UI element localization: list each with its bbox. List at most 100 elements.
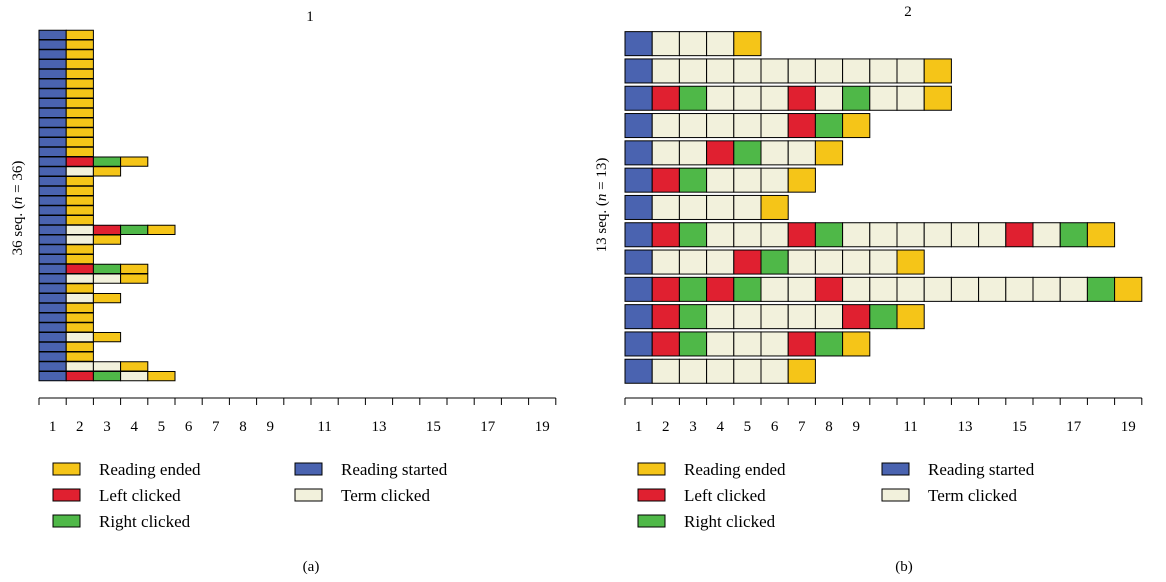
state-cell-reading-ended [65,146,94,158]
state-cell-reading-started [624,304,653,330]
state-cell-reading-started [38,205,67,216]
sequence-row [38,97,94,109]
x-tick-label: 8 [825,419,833,435]
state-cell-term-clicked [787,249,816,275]
state-cell-reading-started [38,263,67,275]
state-cell-term-clicked [120,370,149,382]
state-cell-term-clicked [678,140,708,166]
legend-label: Right clicked [684,512,776,531]
legend-swatch [637,488,666,502]
state-cell-reading-ended [65,68,94,80]
state-cell-term-clicked [651,140,680,166]
state-cell-left-clicked [92,224,122,236]
state-cell-reading-ended [65,127,94,138]
state-cell-reading-started [38,273,67,284]
state-cell-right-clicked [92,370,122,382]
state-cell-term-clicked [651,113,680,139]
state-cell-reading-ended [92,331,122,343]
state-cell-right-clicked [869,304,898,330]
sequence-row [624,140,844,166]
state-cell-reading-started [38,49,67,60]
state-cell-term-clicked [678,58,708,84]
x-tick-label: 9 [852,419,860,435]
state-cell-reading-ended [120,263,149,275]
state-cell-reading-started [38,146,67,158]
state-cell-term-clicked [896,85,925,111]
panel-title: 2 [904,4,912,20]
state-cell-reading-ended [120,273,149,284]
state-cell-reading-started [624,276,653,302]
state-cell-right-clicked [733,276,762,302]
legend-item-right-clicked: Right clicked [52,512,191,531]
state-cell-reading-ended [65,88,94,99]
state-cell-term-clicked [678,113,708,139]
sequence-row [38,302,94,314]
sequence-row [38,146,94,158]
state-cell-term-clicked [65,292,94,304]
state-cell-left-clicked [651,276,680,302]
sequence-row [38,244,94,255]
state-cell-reading-started [38,224,67,236]
sequence-row [624,304,925,330]
legend-label: Reading started [341,460,448,479]
legend-swatch [294,462,323,476]
state-cell-left-clicked [842,304,871,330]
state-cell-term-clicked [733,58,762,84]
state-cell-term-clicked [950,222,980,248]
state-cell-reading-started [624,167,653,193]
state-cell-reading-started [624,331,653,357]
x-tick-label: 6 [771,419,779,435]
state-cell-reading-ended [65,117,94,128]
state-cell-right-clicked [1086,276,1116,302]
state-cell-right-clicked [678,304,708,330]
state-cell-term-clicked [842,58,871,84]
sequence-row [38,127,94,138]
state-cell-right-clicked [678,276,708,302]
state-cell-term-clicked [65,331,94,343]
sequence-row [38,263,149,275]
legend: Reading ended Reading started Left clicked… [637,460,1035,531]
state-cell-left-clicked [651,85,680,111]
state-cell-reading-ended [65,195,94,206]
sequence-row [624,331,871,357]
sequence-row [38,253,94,265]
state-cell-term-clicked [787,276,816,302]
state-cell-reading-ended [65,136,94,148]
legend-swatch [52,488,81,502]
state-cell-reading-started [38,312,67,323]
state-cell-term-clicked [760,358,789,384]
state-cell-term-clicked [869,249,898,275]
state-cell-term-clicked [706,194,735,220]
x-tick-label: 11 [317,419,331,435]
legend-label: Left clicked [99,486,181,505]
sequence-row [38,370,176,382]
state-cell-term-clicked [706,331,735,357]
state-cell-reading-started [38,78,67,89]
state-cell-reading-ended [92,234,122,245]
state-cell-right-clicked [1059,222,1088,248]
state-cell-reading-started [38,351,67,362]
sequence-row [38,351,94,362]
state-cell-reading-started [38,117,67,128]
state-cell-right-clicked [120,224,149,236]
state-cell-reading-started [624,113,653,139]
state-cell-right-clicked [678,167,708,193]
sequence-row [38,292,122,304]
state-cell-reading-started [38,136,67,148]
state-cell-term-clicked [896,276,925,302]
state-cell-term-clicked [706,167,735,193]
state-cell-reading-started [624,85,653,111]
state-cell-right-clicked [814,331,844,357]
state-cell-reading-started [38,341,67,353]
legend: Reading ended Reading started Left clicked… [52,460,448,531]
sequence-row [624,85,952,111]
x-tick-label: 5 [744,419,752,435]
sequence-row [38,156,149,167]
state-cell-reading-ended [65,283,94,294]
state-cell-reading-started [624,358,653,384]
sequence-row [38,49,94,60]
legend-swatch [637,514,666,528]
state-cell-reading-started [38,292,67,304]
state-cell-left-clicked [651,304,680,330]
x-tick-label: 6 [185,419,193,435]
